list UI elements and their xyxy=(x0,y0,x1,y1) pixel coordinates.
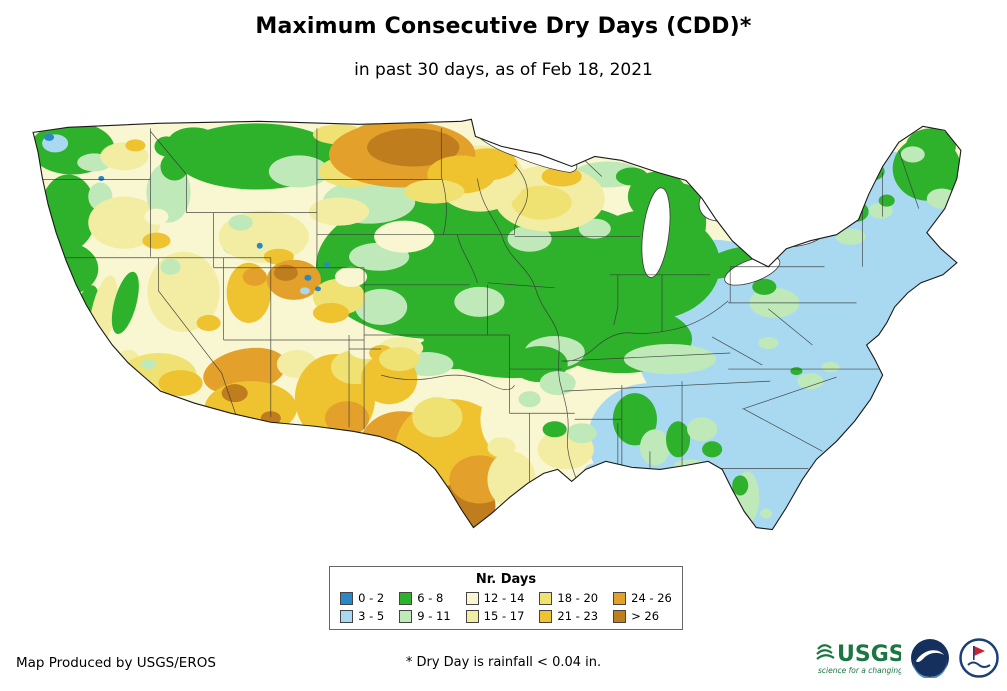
legend-label: 6 - 8 xyxy=(417,591,444,605)
legend-column: 12 - 14 15 - 17 xyxy=(465,591,525,623)
state-borders xyxy=(33,128,920,484)
legend-column: 0 - 2 3 - 5 xyxy=(340,591,384,623)
legend-item: 21 - 23 xyxy=(539,609,598,623)
us-outline xyxy=(32,118,962,531)
footnote-text: * Dry Day is rainfall < 0.04 in. xyxy=(405,655,602,670)
legend-label: 15 - 17 xyxy=(483,609,525,623)
legend-label: 24 - 26 xyxy=(631,591,672,605)
legend-swatch xyxy=(465,609,479,623)
legend-column: 6 - 8 9 - 11 xyxy=(399,591,451,623)
noaa-logo xyxy=(911,639,949,678)
legend-item: 3 - 5 xyxy=(340,609,384,623)
legend-label: 0 - 2 xyxy=(358,591,385,605)
legend-swatch xyxy=(539,609,553,623)
legend-swatch xyxy=(340,591,354,605)
us-map xyxy=(8,116,996,568)
legend-swatch xyxy=(613,609,627,623)
legend-box: Nr. Days 0 - 2 3 - 5 6 - 8 9 - 11 12 - 14 15 … xyxy=(329,566,683,630)
legend-title: Nr. Days xyxy=(475,572,537,587)
legend-item: 6 - 8 xyxy=(399,591,450,605)
lake-michigan xyxy=(641,187,671,278)
legend-label: 3 - 5 xyxy=(358,609,385,623)
legend-item: 0 - 2 xyxy=(340,591,384,605)
legend-swatch xyxy=(613,591,627,605)
legend-item: > 26 xyxy=(613,609,672,623)
legend-item: 15 - 17 xyxy=(465,609,525,623)
credit-text: Map Produced by USGS/EROS xyxy=(16,655,216,671)
legend-label: 9 - 11 xyxy=(417,609,451,623)
usgs-logo: USGS science for a changing world xyxy=(816,642,901,675)
legend-label: 18 - 20 xyxy=(557,591,599,605)
legend-swatch xyxy=(340,609,354,623)
legend-column: 24 - 26 > 26 xyxy=(613,591,672,623)
legend-item: 24 - 26 xyxy=(613,591,672,605)
legend-swatch xyxy=(399,591,413,605)
legend-swatch xyxy=(399,609,413,623)
map-color-patches xyxy=(33,119,961,530)
usgs-tagline: science for a changing world xyxy=(818,666,901,675)
legend-grid: 0 - 2 3 - 5 6 - 8 9 - 11 12 - 14 15 - 17 18 - … xyxy=(330,591,682,623)
legend-item: 9 - 11 xyxy=(399,609,451,623)
legend-column: 18 - 20 21 - 23 xyxy=(539,591,598,623)
map-subtitle: in past 30 days, as of Feb 18, 2021 xyxy=(354,60,653,80)
legend-swatch xyxy=(539,591,553,605)
legend-item: 18 - 20 xyxy=(539,591,598,605)
usgs-wordmark: USGS xyxy=(837,642,901,667)
legend-swatch xyxy=(465,591,479,605)
us-map-svg xyxy=(32,118,962,531)
legend-label: > 26 xyxy=(631,609,660,623)
logos-row: USGS science for a changing world xyxy=(815,638,999,678)
page-title: Maximum Consecutive Dry Days (CDD)* xyxy=(255,14,752,39)
legend-item: 12 - 14 xyxy=(465,591,525,605)
legend-label: 21 - 23 xyxy=(557,609,599,623)
nws-logo xyxy=(959,638,999,678)
legend-label: 12 - 14 xyxy=(483,591,525,605)
